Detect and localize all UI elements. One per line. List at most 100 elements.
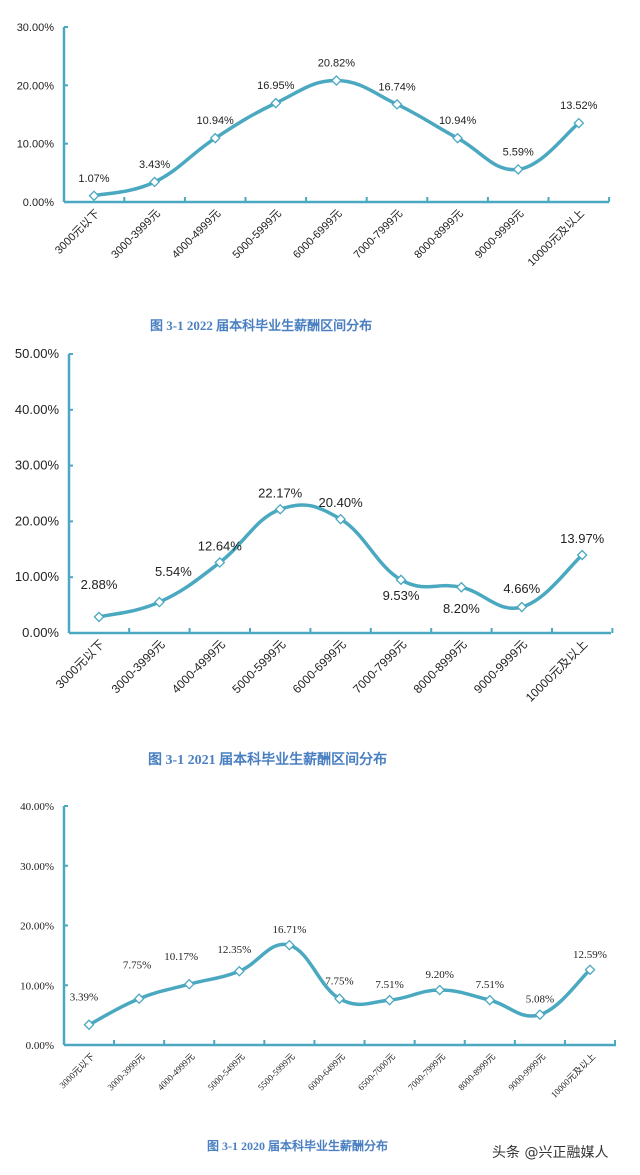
data-label: 7.51% bbox=[476, 979, 504, 991]
data-label: 9.20% bbox=[425, 969, 453, 981]
data-label: 3.43% bbox=[139, 159, 170, 171]
x-category-label: 8000-8999元 bbox=[412, 208, 465, 261]
chart-2022-caption: 图 3-1 2022 届本科毕业生薪酬区间分布 bbox=[150, 318, 373, 333]
data-label: 22.17% bbox=[258, 485, 303, 500]
data-label: 20.40% bbox=[319, 495, 364, 510]
data-label: 10.17% bbox=[164, 951, 198, 963]
data-point-marker bbox=[484, 994, 496, 1006]
y-tick-label: 20.00% bbox=[15, 513, 60, 528]
data-label: 16.95% bbox=[257, 80, 295, 92]
data-point-marker bbox=[384, 994, 396, 1006]
chart-2020-caption: 图 3-1 2020 届本科毕业生薪酬分布 bbox=[207, 1139, 388, 1153]
chart-2022: 0.00% 10.00% 20.00% 30.00% 3000元以下 3000-3999元… bbox=[17, 22, 611, 269]
data-point-marker bbox=[93, 611, 105, 623]
data-point-marker bbox=[133, 993, 145, 1005]
data-label: 12.59% bbox=[573, 949, 607, 961]
y-tick-label: 20.00% bbox=[20, 921, 54, 933]
data-label: 16.71% bbox=[272, 924, 306, 936]
x-category-label: 8000-8999元 bbox=[411, 637, 470, 696]
x-category-label: 6500-7000元 bbox=[356, 1051, 397, 1092]
x-category-label: 5500-5999元 bbox=[256, 1051, 297, 1092]
data-label: 7.51% bbox=[375, 979, 403, 991]
data-label: 20.82% bbox=[318, 58, 356, 70]
chart-2021-caption: 图 3-1 2021 届本科毕业生薪酬区间分布 bbox=[148, 753, 388, 768]
x-category-label: 7000-7999元 bbox=[352, 208, 405, 261]
y-tick-label: 50.00% bbox=[15, 346, 60, 361]
data-point-marker bbox=[391, 98, 403, 110]
x-category-label: 9000-9999元 bbox=[473, 208, 526, 261]
data-label: 13.52% bbox=[560, 100, 598, 112]
watermark: 头条 @兴正融媒人 bbox=[492, 1145, 609, 1161]
data-point-marker bbox=[214, 557, 226, 568]
data-label: 1.07% bbox=[78, 173, 109, 185]
data-point-marker bbox=[576, 549, 588, 561]
x-category-label: 5000-5999元 bbox=[230, 208, 283, 261]
data-label: 10.94% bbox=[439, 115, 477, 127]
data-label: 5.08% bbox=[526, 994, 554, 1006]
x-category-label: 6000-6999元 bbox=[291, 208, 344, 261]
data-point-marker bbox=[149, 176, 161, 188]
data-point-marker bbox=[153, 596, 165, 608]
x-category-label: 3000-3999元 bbox=[109, 637, 168, 696]
data-point-marker bbox=[434, 984, 446, 996]
x-category-label: 10000元及以上 bbox=[549, 1051, 597, 1099]
data-point-marker bbox=[573, 117, 585, 129]
data-point-marker bbox=[83, 1019, 95, 1031]
x-category-label: 5000-5999元 bbox=[229, 637, 288, 696]
data-point-marker bbox=[233, 965, 245, 977]
x-category-label: 3000元以下 bbox=[58, 1051, 97, 1090]
x-category-label: 10000元及以上 bbox=[525, 207, 587, 269]
y-tick-label: 40.00% bbox=[20, 801, 54, 813]
series-line bbox=[92, 78, 581, 198]
data-label: 5.59% bbox=[503, 146, 534, 158]
x-category-label: 3000-3999元 bbox=[106, 1051, 147, 1092]
data-point-marker bbox=[395, 574, 407, 586]
data-point-marker bbox=[330, 75, 342, 86]
y-tick-label: 10.00% bbox=[17, 139, 55, 151]
chart-2021: 0.00% 10.00% 20.00% 30.00% 40.00% 50.00% 3000元… bbox=[15, 346, 614, 705]
data-label: 12.64% bbox=[198, 538, 243, 553]
data-point-marker bbox=[209, 132, 221, 144]
y-tick-label: 10.00% bbox=[15, 569, 60, 584]
x-category-label: 7000-7999元 bbox=[350, 637, 409, 696]
data-point-marker bbox=[512, 163, 524, 175]
x-category-label: 3000元以下 bbox=[53, 208, 102, 257]
x-category-label: 4000-4999元 bbox=[169, 637, 228, 696]
y-tick-label: 30.00% bbox=[15, 458, 60, 473]
x-category-label: 5000-5499元 bbox=[206, 1051, 247, 1092]
data-point-marker bbox=[516, 601, 528, 613]
data-point-marker bbox=[270, 97, 282, 109]
data-label: 5.54% bbox=[155, 564, 192, 579]
data-label: 16.74% bbox=[378, 81, 416, 93]
data-label: 7.75% bbox=[123, 960, 151, 972]
x-category-label: 7000-7999元 bbox=[406, 1051, 447, 1092]
data-point-marker bbox=[335, 513, 347, 525]
x-category-label: 9000-9999元 bbox=[471, 637, 530, 696]
y-tick-label: 10.00% bbox=[20, 980, 54, 992]
data-point-marker bbox=[283, 939, 295, 951]
data-point-marker bbox=[183, 978, 195, 990]
data-point-marker bbox=[274, 503, 286, 515]
x-category-label: 4000-4999元 bbox=[156, 1051, 197, 1092]
data-label: 8.20% bbox=[443, 601, 480, 616]
y-tick-label: 0.00% bbox=[22, 625, 59, 640]
data-label: 12.35% bbox=[217, 944, 251, 956]
data-point-marker bbox=[452, 132, 464, 144]
data-point-marker bbox=[88, 190, 100, 202]
data-label: 3.39% bbox=[70, 992, 98, 1004]
x-category-label: 9000-9999元 bbox=[506, 1051, 547, 1092]
y-tick-label: 0.00% bbox=[23, 197, 54, 209]
x-category-label: 4000-4999元 bbox=[170, 208, 223, 261]
data-point-marker bbox=[455, 581, 467, 593]
x-category-label: 3000-3999元 bbox=[109, 208, 162, 261]
x-category-label: 6000-6999元 bbox=[290, 637, 349, 696]
data-point-marker bbox=[584, 964, 596, 976]
y-tick-label: 30.00% bbox=[17, 22, 55, 34]
data-label: 2.88% bbox=[81, 577, 118, 592]
x-category-label: 8000-8999元 bbox=[456, 1051, 497, 1092]
y-tick-label: 40.00% bbox=[15, 402, 60, 417]
data-label: 10.94% bbox=[197, 115, 235, 127]
data-label: 9.53% bbox=[383, 588, 420, 603]
x-category-label: 6000-6499元 bbox=[306, 1051, 347, 1092]
